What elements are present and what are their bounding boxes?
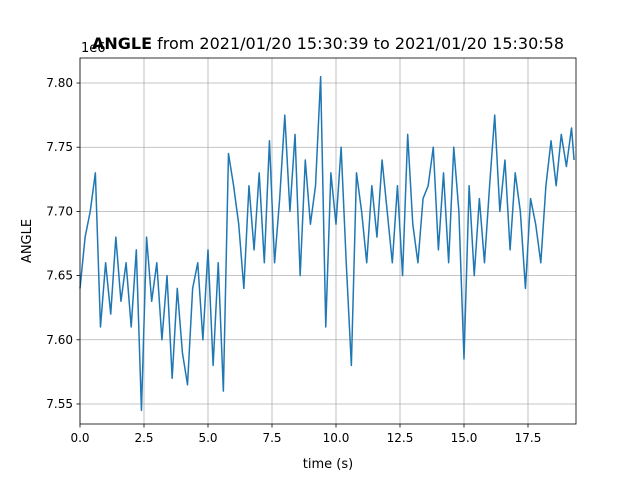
x-tick-label: 17.5: [515, 431, 542, 445]
y-tick-label: 7.75: [46, 140, 73, 154]
title-rest: from 2021/01/20 15:30:39 to 2021/01/20 1…: [157, 34, 564, 53]
y-tick-label: 7.55: [46, 397, 73, 411]
x-tick-label: 7.5: [262, 431, 281, 445]
x-tick-label: 5.0: [198, 431, 217, 445]
data-line: [79, 75, 575, 412]
x-tick-label: 2.5: [134, 431, 153, 445]
x-tick-label: 10.0: [323, 431, 350, 445]
y-tick-label: 7.65: [46, 269, 73, 283]
x-tick-label: 15.0: [451, 431, 478, 445]
y-tick-label: 7.60: [46, 333, 73, 347]
plot-frame: [79, 57, 577, 425]
chart-title: ANGLE from 2021/01/20 15:30:39 to 2021/0…: [92, 34, 564, 53]
y-tick-label: 7.70: [46, 204, 73, 218]
x-axis-label: time (s): [303, 457, 353, 472]
y-tick-label: 7.80: [46, 76, 73, 90]
x-tick-label: 12.5: [387, 431, 414, 445]
y-axis-label: ANGLE: [20, 219, 35, 263]
offset-label: 1e6: [81, 41, 106, 56]
title-bold: ANGLE: [92, 34, 152, 53]
x-tick-label: 0.0: [70, 431, 89, 445]
